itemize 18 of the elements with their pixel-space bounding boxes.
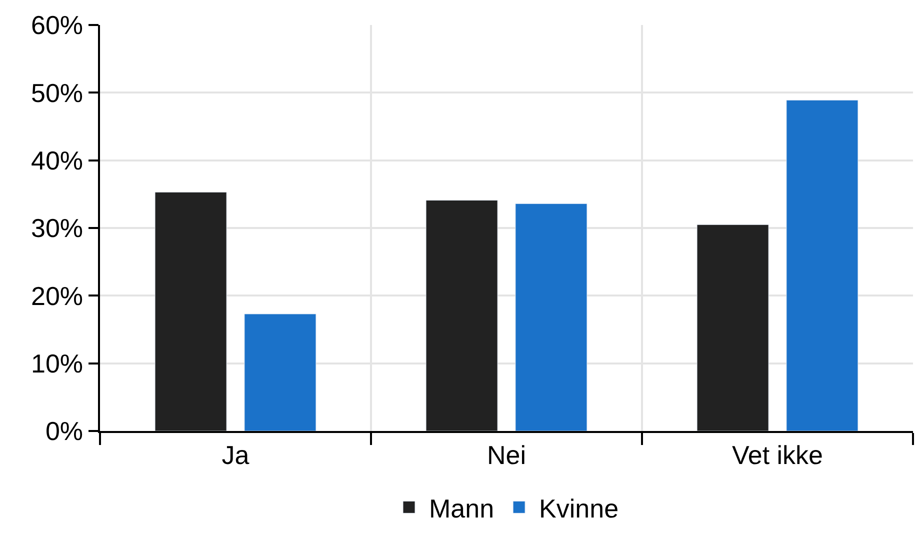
- x-tick-label: Vet ikke: [732, 440, 824, 470]
- bar: [154, 192, 227, 431]
- bar: [786, 100, 858, 431]
- y-tick-label: 0%: [45, 416, 84, 446]
- y-tick-label: 20%: [31, 280, 84, 311]
- x-tick-label: Nei: [486, 440, 526, 470]
- y-tick-label: 60%: [31, 10, 84, 40]
- y-tick-label: 10%: [31, 348, 84, 378]
- y-tick-label: 50%: [31, 78, 84, 108]
- legend-label: Kvinne: [539, 493, 619, 524]
- bar: [515, 203, 588, 431]
- bar: [696, 224, 769, 431]
- legend-label: Mann: [429, 493, 494, 524]
- y-tick-label: 30%: [31, 213, 84, 244]
- bar: [244, 314, 316, 431]
- x-tick-label: Ja: [222, 440, 250, 470]
- y-tick-label: 40%: [31, 145, 84, 176]
- bar: [426, 200, 498, 431]
